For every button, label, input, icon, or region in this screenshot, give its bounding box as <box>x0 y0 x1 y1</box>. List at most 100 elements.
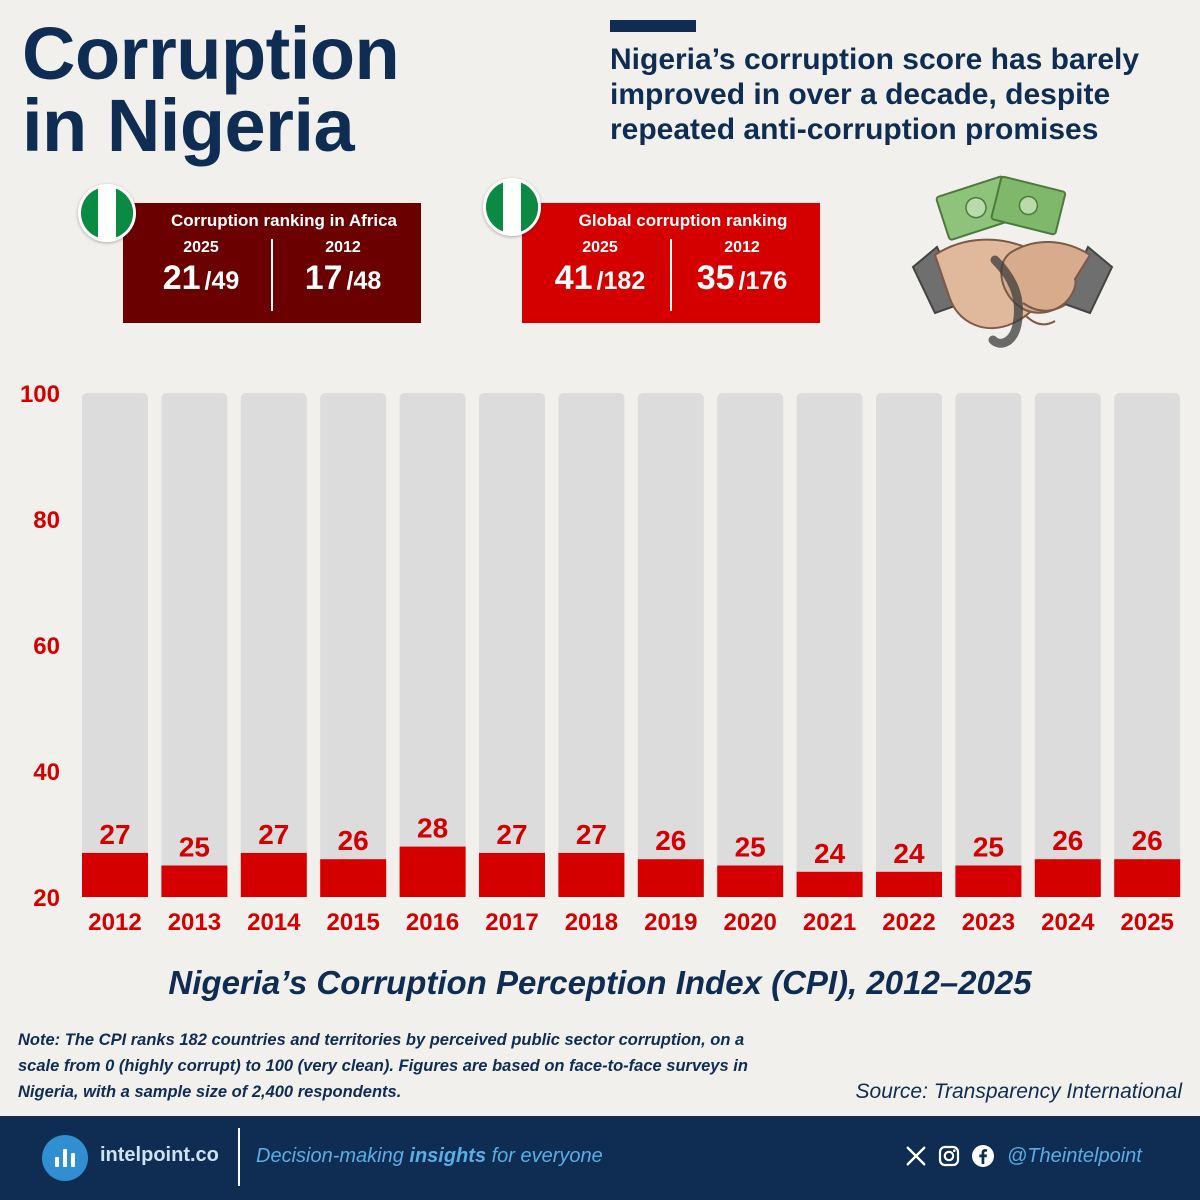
handshake-money-icon <box>911 175 1114 348</box>
africa-rank-left: 21 <box>162 259 201 297</box>
value-label-2020: 25 <box>735 832 766 863</box>
bar-2018 <box>558 852 625 897</box>
background-bar <box>637 393 704 897</box>
background-bar <box>240 393 307 897</box>
africa-ranking-2012: 2012 17/48 <box>273 239 413 298</box>
x-tick-label-2013: 2013 <box>168 909 221 936</box>
global-year-left: 2025 <box>582 239 618 256</box>
y-tick-label: 60 <box>33 633 60 660</box>
background-bar <box>1034 393 1101 897</box>
global-year-right: 2012 <box>724 239 760 256</box>
background-bar <box>399 393 466 897</box>
value-label-2018: 27 <box>576 819 607 850</box>
x-tick-label-2019: 2019 <box>644 909 697 936</box>
site-name[interactable]: intelpoint.co <box>100 1144 219 1166</box>
bar-2021 <box>796 871 863 897</box>
bar-2013 <box>161 865 228 897</box>
global-rank-right: 35 <box>696 259 735 297</box>
x-tick-label-2022: 2022 <box>882 909 935 936</box>
africa-total-left: /49 <box>204 267 240 295</box>
global-ranking-2012: 2012 35/176 <box>672 239 812 298</box>
africa-ranking-2025: 2025 21/49 <box>131 239 271 298</box>
value-label-2014: 27 <box>258 819 289 850</box>
y-tick-label: 20 <box>33 885 60 912</box>
chart-title: Nigeria’s Corruption Perception Index (C… <box>168 964 1032 1001</box>
background-bar <box>558 393 625 897</box>
x-icon[interactable] <box>905 1145 927 1167</box>
subtitle: Nigeria’s corruption score has barely im… <box>610 43 1140 146</box>
value-label-2022: 24 <box>893 838 925 869</box>
background-bar <box>320 393 387 897</box>
africa-divider <box>271 239 273 311</box>
africa-year-left: 2025 <box>183 239 219 256</box>
bar-2016 <box>399 846 466 897</box>
bar-2024 <box>1034 859 1101 897</box>
facebook-icon[interactable] <box>971 1144 995 1168</box>
tagline-bold: insights <box>409 1145 487 1167</box>
global-ranking-title: Global corruption ranking <box>578 211 788 230</box>
background-bar <box>479 393 545 897</box>
cpi-bar-chart: 20 40 60 80 100 27 25 27 26 28 27 27 26 25 24 24 25 26 26… <box>20 381 1181 936</box>
bar-2020 <box>717 865 784 897</box>
background-bar <box>161 393 228 897</box>
x-tick-label-2014: 2014 <box>247 909 301 936</box>
nigeria-flag-icon <box>483 178 541 236</box>
y-tick-label: 40 <box>33 759 60 786</box>
background-bar <box>82 393 148 897</box>
africa-rank-right: 17 <box>304 259 343 297</box>
x-tick-label-2023: 2023 <box>962 909 1015 936</box>
tagline-post: for everyone <box>486 1145 603 1167</box>
instagram-icon[interactable] <box>937 1144 961 1168</box>
y-tick-label: 80 <box>33 507 60 534</box>
value-label-2015: 26 <box>338 825 369 856</box>
global-rank-left: 41 <box>554 259 593 297</box>
bar-2012 <box>82 852 148 897</box>
x-tick-label-2016: 2016 <box>406 909 459 936</box>
page-title: Corruption in Nigeria <box>22 12 400 167</box>
x-tick-label-2015: 2015 <box>327 909 380 936</box>
africa-ranking-title: Corruption ranking in Africa <box>170 211 398 230</box>
value-label-2023: 25 <box>973 832 1004 863</box>
value-label-2025: 26 <box>1132 825 1163 856</box>
value-label-2013: 25 <box>179 832 210 863</box>
background-bar <box>717 393 784 897</box>
value-label-2019: 26 <box>655 825 686 856</box>
africa-ranking-box: Corruption ranking in Africa 2025 21/49 … <box>123 203 421 323</box>
bar-2017 <box>479 852 545 897</box>
title-line-2: in Nigeria <box>22 84 355 167</box>
x-tick-label-2021: 2021 <box>803 909 856 936</box>
intelpoint-logo-icon <box>42 1135 88 1181</box>
global-ranking-2025: 2025 41/182 <box>530 239 670 298</box>
social-handle[interactable]: @Theintelpoint <box>1007 1144 1142 1167</box>
x-tick-label-2017: 2017 <box>485 909 538 936</box>
bar-2025 <box>1114 859 1181 897</box>
accent-bar <box>610 20 696 32</box>
x-tick-label-2012: 2012 <box>88 909 141 936</box>
tagline: Decision-making insights for everyone <box>256 1145 603 1168</box>
x-tick-label-2018: 2018 <box>565 909 618 936</box>
background-bar <box>796 393 863 897</box>
africa-total-right: /48 <box>346 267 382 295</box>
bar-2015 <box>320 859 387 897</box>
bar-2014 <box>240 852 307 897</box>
value-label-2024: 26 <box>1052 825 1083 856</box>
nigeria-flag-icon <box>78 184 136 242</box>
y-tick-label: 100 <box>20 381 60 408</box>
africa-year-right: 2012 <box>325 239 361 256</box>
x-tick-label-2025: 2025 <box>1121 909 1174 936</box>
global-total-left: /182 <box>596 267 646 295</box>
background-bar <box>1114 393 1181 897</box>
value-label-2012: 27 <box>99 819 130 850</box>
value-label-2021: 24 <box>814 838 846 869</box>
bar-2022 <box>876 871 942 897</box>
global-divider <box>670 239 672 311</box>
global-ranking-box: Global corruption ranking 2025 41/182 20… <box>522 203 820 323</box>
title-line-1: Corruption <box>22 12 400 95</box>
global-total-right: /176 <box>738 267 788 295</box>
bar-2023 <box>955 865 1022 897</box>
tagline-pre: Decision-making <box>256 1145 410 1167</box>
social-links: @Theintelpoint <box>905 1144 1142 1168</box>
x-tick-label-2020: 2020 <box>724 909 777 936</box>
value-label-2016: 28 <box>417 813 448 844</box>
footer: intelpoint.co Decision-making insights f… <box>0 1116 1200 1200</box>
